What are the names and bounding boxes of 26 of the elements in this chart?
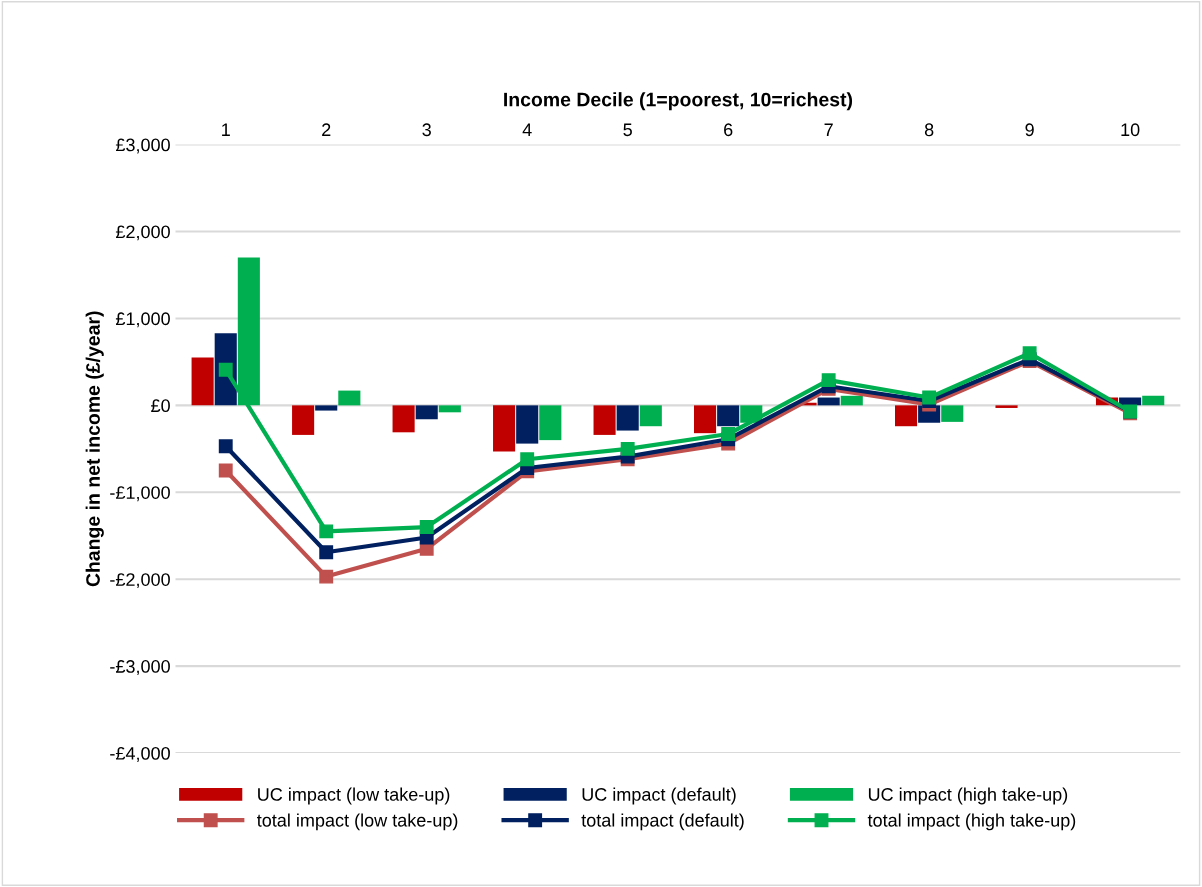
y-tick-label: -£4,000 bbox=[110, 747, 170, 762]
y-axis-title: Change in net income (£/year) bbox=[85, 311, 104, 587]
x-tick-label: 6 bbox=[724, 123, 733, 137]
x-tick-label: 2 bbox=[322, 123, 331, 136]
x-axis-title: Income Decile (1=poorest, 10=richest) bbox=[504, 92, 853, 111]
y-tick-label: -£1,000 bbox=[110, 486, 170, 502]
y-tick-label: -£2,000 bbox=[110, 573, 170, 589]
legend-label: total impact (default) bbox=[581, 813, 744, 831]
x-tick-label: 7 bbox=[824, 123, 833, 136]
legend-label: total impact (high take-up) bbox=[867, 813, 1076, 831]
legend-label: UC impact (high take-up) bbox=[868, 787, 1068, 805]
y-tick-label: £0 bbox=[151, 399, 170, 413]
legend-label: UC impact (default) bbox=[582, 787, 736, 805]
x-tick-label: 1 bbox=[222, 123, 230, 136]
y-tick-label: £1,000 bbox=[115, 312, 170, 328]
x-tick-label: 9 bbox=[1025, 123, 1034, 137]
y-tick-label: £3,000 bbox=[115, 138, 170, 154]
x-tick-label: 8 bbox=[924, 123, 934, 137]
legend-label: UC impact (low take-up) bbox=[258, 787, 450, 805]
x-tick-label: 4 bbox=[522, 123, 532, 136]
x-tick-label: 3 bbox=[422, 123, 431, 137]
y-tick-label: £2,000 bbox=[115, 225, 170, 241]
y-tick-label: -£3,000 bbox=[110, 660, 170, 675]
x-tick-label: 5 bbox=[623, 123, 632, 137]
x-tick-label: 10 bbox=[1121, 123, 1140, 137]
legend-label: total impact (low take-up) bbox=[257, 813, 458, 831]
